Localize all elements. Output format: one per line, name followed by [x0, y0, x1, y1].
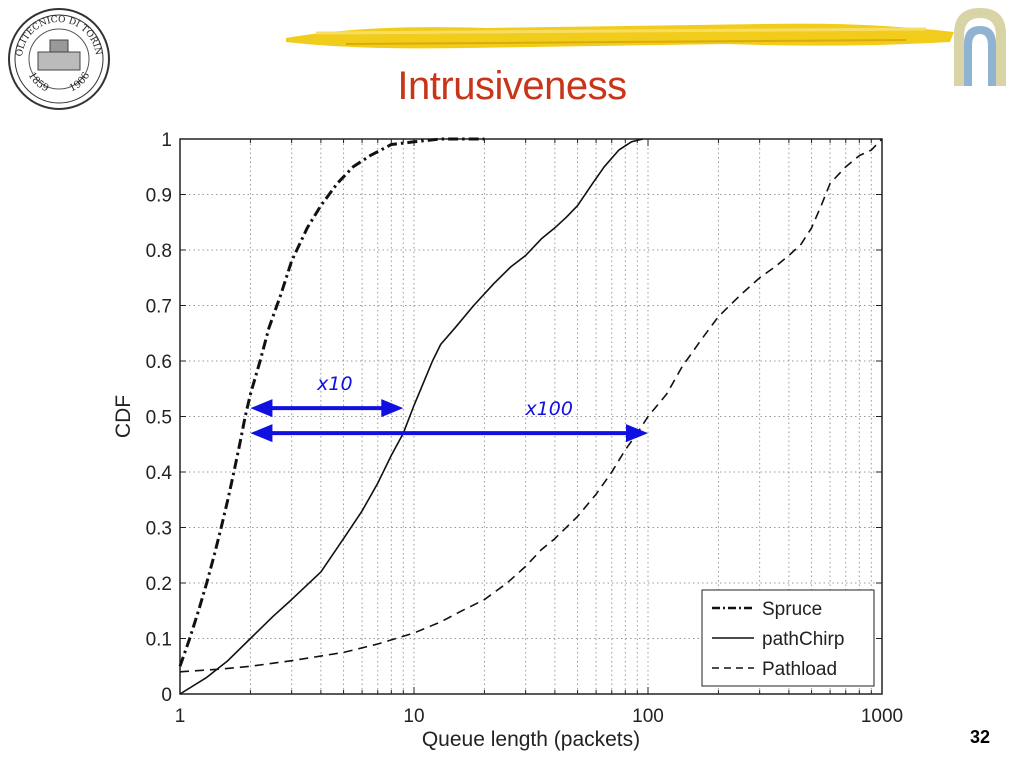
- y-tick-label: 0.8: [146, 241, 172, 262]
- series-line-spruce: [178, 137, 485, 667]
- y-tick-label: 0.4: [146, 463, 173, 484]
- legend-label: Pathload: [762, 659, 837, 680]
- slide-title: Intrusiveness: [397, 64, 627, 108]
- y-tick-label: 0.7: [146, 297, 172, 318]
- series-line-pathchirp: [179, 138, 643, 695]
- arrow-head-right: [381, 399, 404, 418]
- series-line-pathload: [179, 138, 883, 673]
- x-tick-label: 10: [403, 706, 424, 727]
- annotation-label: x10: [316, 373, 352, 395]
- y-tick-label: 0.6: [146, 352, 172, 373]
- y-tick-label: 0.9: [146, 186, 172, 207]
- legend-label: Spruce: [762, 599, 822, 620]
- y-tick-labels: 0 0.1 0.2 0.3 0.4 0.5 0.6 0.7 0.8 0.9 1: [146, 130, 173, 706]
- axis-tick-marks: [179, 138, 883, 695]
- y-tick-label: 0.2: [146, 574, 172, 595]
- annotation-arrow-x10: x10: [250, 373, 404, 418]
- arrow-head-left: [250, 424, 273, 443]
- x-tick-label: 100: [632, 706, 664, 727]
- annotations: x10 x100: [250, 373, 648, 443]
- x-axis-title: Queue length (packets): [422, 728, 640, 751]
- annotation-label: x100: [524, 398, 573, 420]
- cdf-chart: 0 0.1 0.2 0.3 0.4 0.5 0.6 0.7 0.8 0.9 1 1 10 100 1000…: [112, 130, 903, 751]
- y-tick-label: 1: [161, 130, 172, 151]
- gold-brush-stroke-icon: [286, 23, 954, 49]
- y-axis-title: CDF: [112, 395, 135, 438]
- legend-label: pathChirp: [762, 629, 844, 650]
- annotation-arrow-x100: x100: [250, 398, 648, 443]
- x-tick-label: 1000: [861, 706, 903, 727]
- y-tick-label: 0.1: [146, 630, 172, 651]
- arrow-head-left: [250, 399, 273, 418]
- page-number: 32: [969, 727, 990, 747]
- series-lines: [178, 137, 883, 695]
- x-tick-label: 1: [175, 706, 186, 727]
- arrow-head-right: [626, 424, 648, 443]
- grid-lines: [180, 139, 882, 694]
- arch-logo-icon: [954, 8, 1006, 86]
- y-tick-label: 0.3: [146, 519, 172, 540]
- x-tick-labels: 1 10 100 1000: [175, 706, 903, 727]
- y-tick-label: 0.5: [146, 408, 172, 429]
- y-tick-label: 0: [161, 685, 172, 706]
- legend: Spruce pathChirp Pathload: [701, 589, 875, 687]
- politecnico-seal-icon: POLITECNICO DI TORINO 1859 1906: [6, 6, 110, 110]
